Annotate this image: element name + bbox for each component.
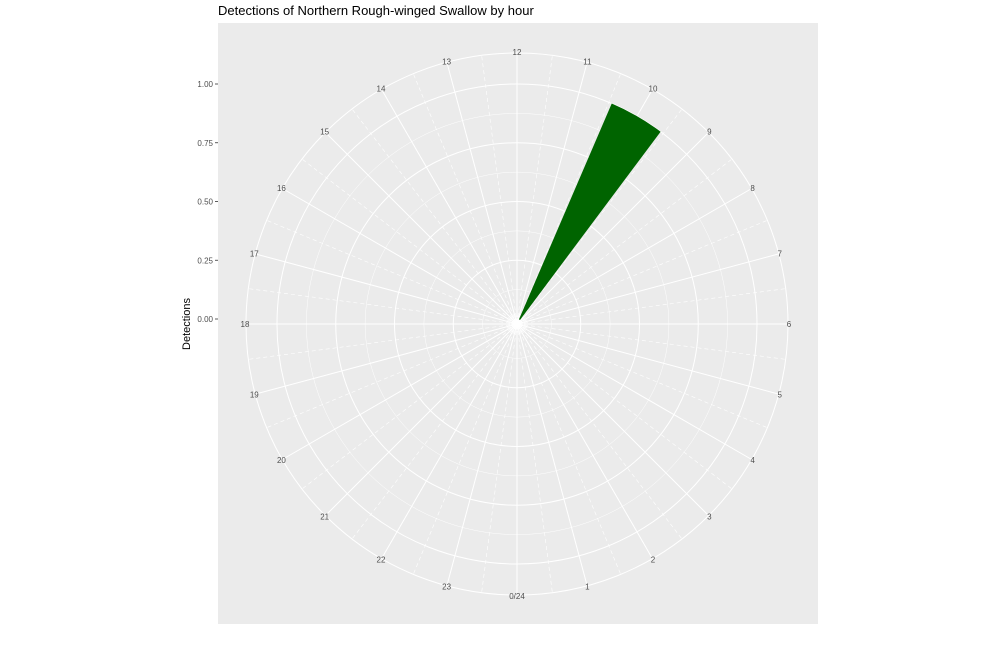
- grid-spoke-major: [325, 323, 518, 516]
- hour-label: 10: [649, 84, 658, 93]
- hour-label: 3: [707, 512, 712, 521]
- y-axis-title: Detections: [181, 298, 193, 350]
- grid-spoke-major: [516, 188, 752, 325]
- hour-label: 21: [320, 512, 329, 521]
- hour-label: 2: [651, 556, 656, 565]
- hour-label: 12: [513, 48, 522, 57]
- grid-spoke-major: [282, 188, 518, 325]
- grid-spoke-minor: [516, 323, 786, 360]
- hour-label: 1: [585, 583, 590, 592]
- hour-label: 15: [320, 128, 329, 137]
- hour-label: 18: [241, 320, 250, 329]
- grid-spoke-minor: [516, 323, 768, 428]
- grid-spoke-minor: [516, 323, 621, 575]
- grid-spoke-major: [516, 253, 779, 325]
- hour-label: 13: [442, 57, 451, 66]
- y-tick-label: 0.25: [197, 256, 213, 265]
- grid-spoke-major: [516, 323, 588, 586]
- grid-layer: [245, 52, 789, 596]
- grid-spoke-minor: [481, 55, 518, 325]
- grid-spoke-minor: [516, 323, 683, 540]
- hour-label: 0/24: [509, 592, 525, 601]
- hour-labels: 0/24123456789101112131415161718192021222…: [241, 48, 792, 601]
- bar-hour-10: [518, 103, 661, 320]
- grid-spoke-minor: [248, 288, 518, 325]
- hour-label: 8: [750, 184, 755, 193]
- grid-spoke-major: [381, 323, 518, 559]
- grid-spoke-minor: [266, 220, 518, 325]
- y-tick-label: 1.00: [197, 80, 213, 89]
- grid-spoke-major: [516, 323, 653, 559]
- hour-label: 14: [377, 84, 386, 93]
- grid-spoke-major: [381, 89, 518, 325]
- grid-spoke-minor: [351, 108, 518, 325]
- grid-spoke-minor: [266, 323, 518, 428]
- y-tick-label: 0.50: [197, 198, 213, 207]
- grid-spoke-minor: [413, 73, 518, 325]
- grid-spoke-minor: [516, 55, 553, 325]
- hour-label: 20: [277, 456, 286, 465]
- grid-spoke-major: [446, 62, 518, 325]
- grid-spoke-major: [282, 323, 518, 460]
- grid-spoke-minor: [516, 323, 733, 490]
- grid-spoke-minor: [516, 158, 733, 325]
- y-tick-label: 0.00: [197, 315, 213, 324]
- y-axis-ticks: 0.00 0.25 0.50 0.75 1.00: [197, 80, 218, 324]
- grid-spoke-major: [516, 62, 588, 325]
- grid-spoke-major: [255, 323, 518, 395]
- hour-label: 16: [277, 184, 286, 193]
- grid-spoke-minor: [481, 323, 518, 593]
- hour-label: 5: [778, 390, 783, 399]
- y-tick-label: 0.75: [197, 139, 213, 148]
- hour-label: 6: [787, 320, 792, 329]
- bars-layer: [518, 103, 661, 320]
- grid-spoke-major: [255, 253, 518, 325]
- hour-label: 4: [750, 456, 755, 465]
- grid-spoke-minor: [301, 323, 518, 490]
- hour-label: 22: [377, 556, 386, 565]
- grid-spoke-minor: [301, 158, 518, 325]
- grid-spoke-minor: [248, 323, 518, 360]
- grid-spoke-minor: [516, 220, 768, 325]
- grid-spoke-major: [516, 132, 709, 325]
- hour-label: 23: [442, 583, 451, 592]
- hour-label: 7: [778, 250, 783, 259]
- grid-spoke-major: [516, 323, 709, 516]
- grid-spoke-minor: [413, 323, 518, 575]
- grid-spoke-minor: [516, 288, 786, 325]
- grid-spoke-major: [325, 132, 518, 325]
- grid-spoke-major: [516, 323, 752, 460]
- grid-spoke-minor: [516, 108, 683, 325]
- grid-spoke-major: [446, 323, 518, 586]
- hour-label: 11: [583, 57, 592, 66]
- grid-spoke-minor: [351, 323, 518, 540]
- hour-label: 17: [250, 250, 259, 259]
- hour-label: 19: [250, 390, 259, 399]
- chart-title: Detections of Northern Rough-winged Swal…: [218, 3, 534, 18]
- grid-spoke-minor: [516, 323, 553, 593]
- hour-label: 9: [707, 128, 712, 137]
- grid-spoke-major: [516, 323, 779, 395]
- grid-spoke-minor: [516, 73, 621, 325]
